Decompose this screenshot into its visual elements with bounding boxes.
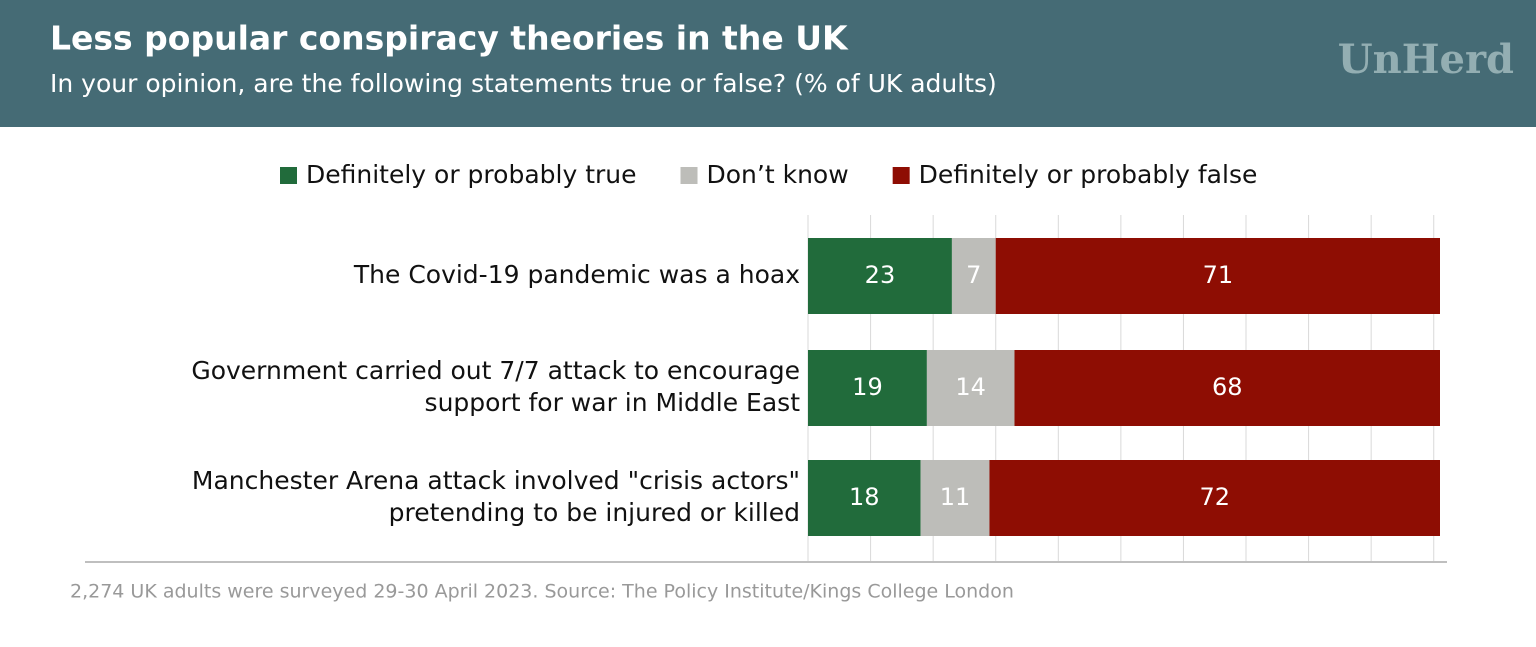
value-label: 19	[852, 373, 883, 401]
bar-segment	[808, 460, 921, 536]
legend-swatch	[892, 167, 910, 184]
bar-segment	[926, 350, 1015, 426]
bar-segment	[1014, 350, 1440, 426]
legend-swatch	[680, 167, 698, 184]
value-label: 71	[1203, 261, 1234, 289]
legend-label: Definitely or probably false	[919, 160, 1258, 189]
bar-segment	[951, 238, 996, 314]
bar-segment	[808, 350, 927, 426]
legend-label: Don’t know	[707, 160, 849, 189]
brand-logo: UnHerd	[1338, 36, 1514, 83]
value-label: 14	[955, 373, 986, 401]
bar-segment	[808, 238, 952, 314]
chart-subtitle: In your opinion, are the following state…	[50, 69, 997, 98]
source-note: 2,274 UK adults were surveyed 29-30 Apri…	[70, 581, 1014, 603]
bar-segment	[995, 238, 1440, 314]
value-label: 11	[940, 483, 971, 511]
category-label: support for war in Middle East	[425, 388, 801, 417]
bar-segment	[920, 460, 990, 536]
category-label: pretending to be injured or killed	[389, 498, 800, 527]
category-label: The Covid-19 pandemic was a hoax	[353, 260, 800, 289]
value-label: 18	[849, 483, 880, 511]
value-label: 23	[865, 261, 896, 289]
category-label: Manchester Arena attack involved "crisis…	[192, 466, 800, 495]
header-band	[0, 0, 1536, 127]
legend-swatch	[280, 167, 297, 184]
value-label: 72	[1199, 483, 1230, 511]
bar-segment	[989, 460, 1440, 536]
chart-title: Less popular conspiracy theories in the …	[50, 19, 849, 58]
value-label: 7	[966, 261, 981, 289]
value-label: 68	[1212, 373, 1243, 401]
category-label: Government carried out 7/7 attack to enc…	[191, 356, 800, 385]
legend-label: Definitely or probably true	[306, 160, 637, 189]
